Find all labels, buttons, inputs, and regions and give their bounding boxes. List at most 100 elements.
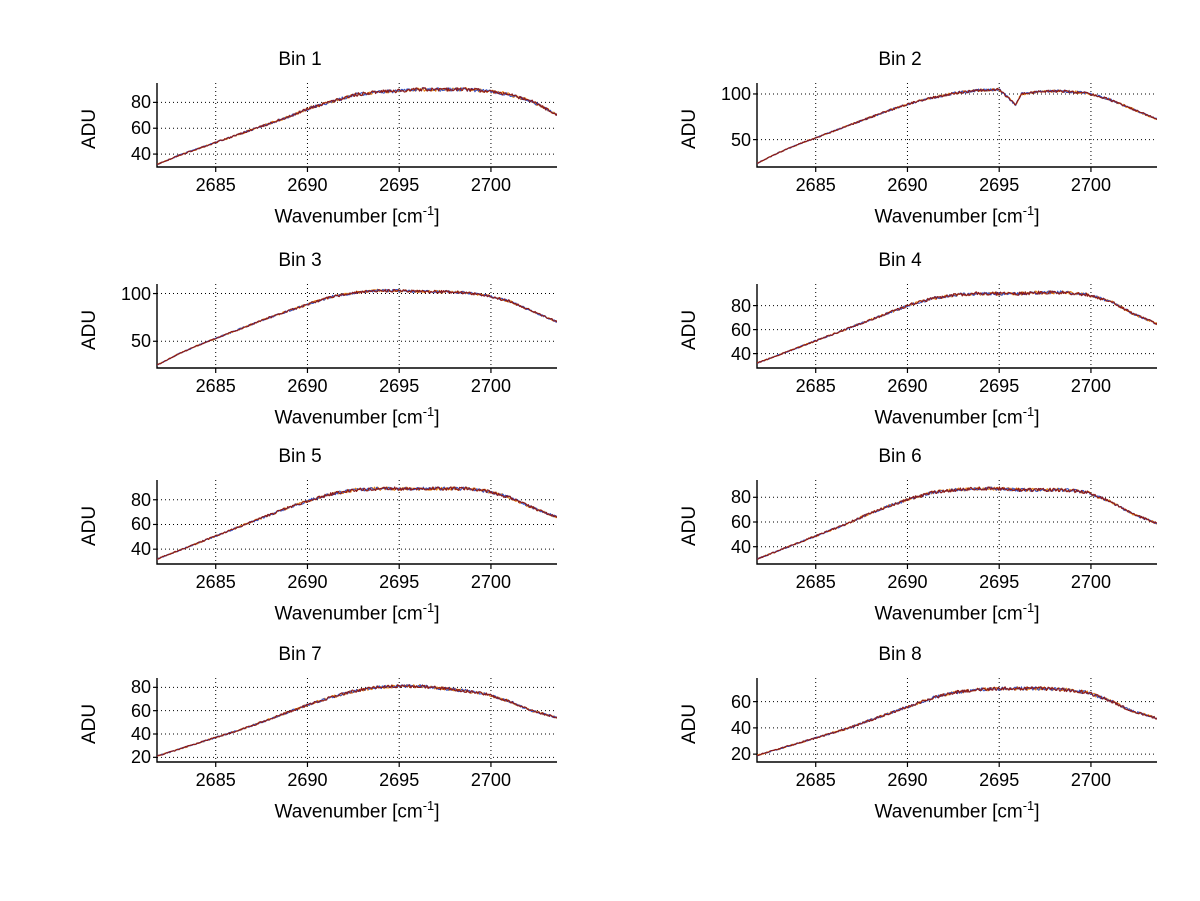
x-axis-label-exponent: -1 [1022, 798, 1035, 813]
spectrum-line [157, 87, 557, 165]
plot-axes [153, 83, 557, 172]
x-tick-label: 2685 [195, 572, 236, 592]
y-tick-label: 60 [730, 512, 751, 532]
y-tick-label: 80 [730, 295, 751, 316]
y-tick-label: 50 [730, 129, 751, 150]
y-tick-label: 20 [730, 744, 751, 765]
spectrum-line [757, 290, 1157, 364]
axis-spine [756, 480, 1157, 565]
x-tick-label: 2690 [287, 175, 328, 195]
y-tick-label: 80 [130, 677, 151, 698]
spectrum-line [757, 88, 1157, 164]
spectrum-line [757, 88, 1157, 164]
y-axis-label: ADU [679, 505, 700, 546]
y-axis-label: ADU [79, 108, 100, 149]
x-axis-label-bracket: ] [1034, 206, 1040, 228]
x-tick-label: 2700 [470, 376, 511, 396]
spectrum-line [757, 686, 1157, 757]
y-tick-label: 20 [130, 747, 151, 768]
subplot-panel: Bin 5 40 60 80 2685 2690 2695 2700 ADU Wavenumber… [0, 445, 600, 646]
x-axis-label: Wavenumber [cm-1] [727, 798, 1187, 823]
y-tick-label: 80 [130, 489, 151, 510]
plot-axes [753, 678, 1157, 767]
x-axis-label-exponent: -1 [1022, 203, 1035, 218]
axis-spine [156, 480, 557, 565]
y-tick-label: 60 [730, 691, 751, 712]
x-tick-label: 2695 [379, 175, 420, 195]
x-tick-label: 2685 [195, 770, 236, 790]
y-tick-label: 100 [120, 283, 151, 304]
x-tick-label: 2685 [795, 376, 836, 396]
spectrum-line [157, 87, 557, 165]
x-tick-label: 2685 [795, 770, 836, 790]
subplot-panel: Bin 8 20 40 60 2685 2690 2695 2700 ADU Wavenumber… [600, 643, 1200, 844]
x-tick-label: 2690 [887, 376, 928, 396]
y-axis-label: ADU [679, 703, 700, 744]
x-tick-label: 2690 [887, 770, 928, 790]
x-tick-label: 2690 [887, 175, 928, 195]
y-axis-label: ADU [679, 309, 700, 350]
x-tick-label: 2690 [887, 572, 928, 592]
subplot-title: Bin 6 [878, 446, 922, 467]
x-tick-label: 2700 [1070, 376, 1111, 396]
spectrum-line [157, 486, 557, 561]
x-axis-label: Wavenumber [cm-1] [727, 404, 1187, 429]
subplot-title: Bin 7 [278, 644, 322, 665]
subplot-panel: Bin 3 50 100 2685 2690 2695 2700 ADU Wavenumber … [0, 249, 600, 450]
axis-spine [156, 83, 557, 168]
x-tick-label: 2685 [195, 376, 236, 396]
spectrum-line [157, 486, 557, 560]
y-tick-label: 60 [730, 319, 751, 340]
subplot-panel: Bin 1 40 60 80 2685 2690 2695 2700 ADU Wavenumber… [0, 48, 600, 249]
x-axis-label-text: Wavenumber [cm [274, 603, 423, 625]
subplot-title: Bin 5 [278, 446, 322, 467]
x-axis-label-bracket: ] [434, 801, 440, 823]
axis-spine [756, 83, 1157, 168]
plot-axes [153, 480, 557, 569]
x-axis-label-text: Wavenumber [cm [274, 407, 423, 429]
axis-spine [156, 678, 557, 763]
subplot-panel: Bin 6 40 60 80 2685 2690 2695 2700 ADU Wavenumber… [600, 445, 1200, 646]
subplot-panel: Bin 4 40 60 80 2685 2690 2695 2700 ADU Wavenumber… [600, 249, 1200, 450]
y-tick-label: 40 [130, 539, 151, 560]
y-tick-label: 60 [130, 700, 151, 721]
x-axis-label-exponent: -1 [422, 600, 435, 615]
subplot-title: Bin 2 [878, 49, 922, 70]
y-tick-label: 50 [130, 331, 151, 352]
x-axis-label: Wavenumber [cm-1] [127, 404, 587, 429]
plot-axes [153, 678, 557, 767]
spectrum-line [757, 290, 1157, 364]
x-tick-label: 2685 [795, 175, 836, 195]
x-tick-label: 2690 [287, 572, 328, 592]
x-axis-label-text: Wavenumber [cm [874, 603, 1023, 625]
spectrum-line [757, 486, 1157, 560]
subplot-panel: Bin 2 50 100 2685 2690 2695 2700 ADU Wavenumber … [600, 48, 1200, 249]
spectrum-line [157, 288, 557, 366]
x-tick-label: 2685 [195, 175, 236, 195]
x-axis-label: Wavenumber [cm-1] [127, 600, 587, 625]
axis-spine [156, 284, 557, 369]
spectrum-line [157, 684, 557, 757]
x-axis-label: Wavenumber [cm-1] [727, 203, 1187, 228]
x-axis-label-exponent: -1 [422, 404, 435, 419]
y-axis-label: ADU [79, 505, 100, 546]
spectrum-line [157, 486, 557, 560]
subplot-title: Bin 1 [278, 49, 322, 70]
spectrum-line [757, 686, 1157, 757]
x-tick-label: 2690 [287, 770, 328, 790]
x-axis-label: Wavenumber [cm-1] [727, 600, 1187, 625]
x-axis-label-bracket: ] [1034, 801, 1040, 823]
subplot-panel: Bin 7 20 40 60 80 2685 2690 2695 2700 ADU Wavenumb… [0, 643, 600, 844]
x-tick-label: 2700 [470, 572, 511, 592]
x-axis-label-text: Wavenumber [cm [274, 206, 423, 228]
x-axis-label-exponent: -1 [422, 203, 435, 218]
y-tick-label: 100 [720, 83, 751, 104]
y-axis-label: ADU [679, 108, 700, 149]
x-tick-label: 2695 [979, 175, 1020, 195]
axis-spine [756, 284, 1157, 369]
spectrum-line [157, 288, 557, 366]
x-tick-label: 2690 [287, 376, 328, 396]
x-axis-label-text: Wavenumber [cm [874, 206, 1023, 228]
y-tick-label: 80 [130, 92, 151, 113]
x-tick-label: 2695 [979, 572, 1020, 592]
